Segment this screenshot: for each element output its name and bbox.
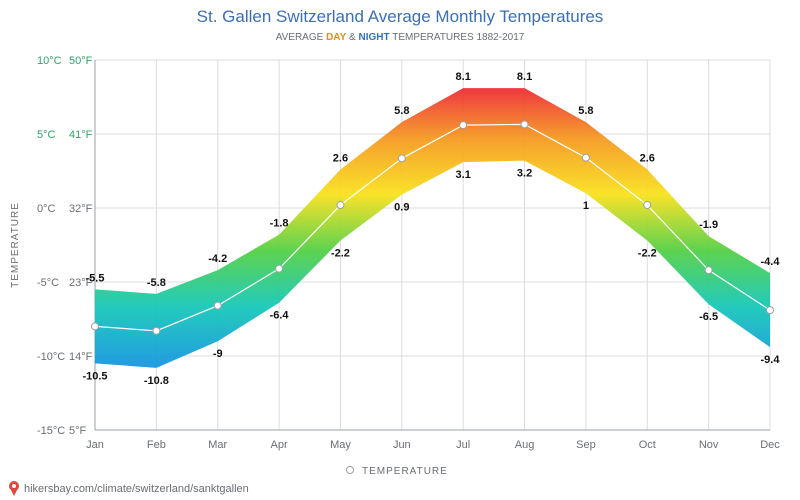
temperature-chart: St. Gallen Switzerland Average Monthly T… — [0, 0, 800, 500]
day-value: 8.1 — [456, 71, 471, 83]
ytick-c: 5°C — [37, 129, 56, 141]
ytick-c: -10°C — [37, 351, 65, 363]
day-value: -1.8 — [270, 218, 289, 230]
day-value: -5.5 — [86, 272, 105, 284]
night-value: -9.4 — [761, 354, 781, 366]
source-url: hikersbay.com/climate/switzerland/sanktg… — [24, 483, 249, 495]
mid-marker — [92, 323, 99, 330]
y-axis-label: TEMPERATURE — [10, 202, 21, 288]
mid-marker — [521, 121, 528, 128]
ytick-c: 10°C — [37, 55, 62, 67]
month-label: Dec — [760, 439, 780, 451]
mid-marker — [460, 122, 467, 129]
month-label: Jan — [86, 439, 104, 451]
night-value: -10.5 — [82, 370, 107, 382]
mid-marker — [767, 307, 774, 314]
month-label: Nov — [699, 439, 719, 451]
day-value: 2.6 — [333, 153, 348, 165]
ytick-f: 50°F — [69, 55, 93, 67]
chart-title: St. Gallen Switzerland Average Monthly T… — [197, 7, 604, 26]
mid-marker — [337, 202, 344, 209]
night-value: -9 — [213, 348, 223, 360]
mid-marker — [705, 267, 712, 274]
day-value: -4.4 — [761, 256, 781, 268]
pin-icon — [9, 481, 19, 496]
day-value: -5.8 — [147, 277, 166, 289]
day-value: 5.8 — [578, 105, 593, 117]
ytick-f: 41°F — [69, 129, 93, 141]
legend: TEMPERATURE — [347, 466, 448, 477]
month-label: May — [330, 439, 351, 451]
mid-marker — [153, 327, 160, 334]
day-value: 2.6 — [640, 153, 655, 165]
day-value: -1.9 — [699, 219, 718, 231]
ytick-c: 0°C — [37, 203, 56, 215]
ytick-f: 32°F — [69, 203, 93, 215]
month-label: Feb — [147, 439, 166, 451]
mid-marker — [214, 302, 221, 309]
night-value: 1 — [583, 200, 589, 212]
ytick-f: 14°F — [69, 351, 93, 363]
night-value: -10.8 — [144, 375, 169, 387]
month-label: Oct — [639, 439, 656, 451]
ytick-f: 5°F — [69, 425, 87, 437]
month-label: Aug — [515, 439, 535, 451]
mid-marker — [276, 265, 283, 272]
day-value: 5.8 — [394, 105, 409, 117]
night-value: -2.2 — [331, 248, 350, 260]
month-label: Jul — [456, 439, 470, 451]
month-label: Sep — [576, 439, 596, 451]
mid-marker — [582, 154, 589, 161]
ytick-c: -15°C — [37, 425, 65, 437]
legend-marker-icon — [347, 467, 354, 474]
night-value: -2.2 — [638, 248, 657, 260]
night-value: -6.4 — [270, 310, 290, 322]
night-value: 0.9 — [394, 202, 409, 214]
chart-subtitle: AVERAGE DAY & NIGHT TEMPERATURES 1882-20… — [276, 32, 525, 43]
legend-label: TEMPERATURE — [362, 466, 448, 477]
day-value: -4.2 — [208, 253, 227, 265]
month-label: Mar — [208, 439, 227, 451]
day-value: 8.1 — [517, 71, 532, 83]
night-value: 3.1 — [456, 169, 471, 181]
night-value: -6.5 — [699, 311, 718, 323]
night-value: 3.2 — [517, 168, 532, 180]
month-label: Jun — [393, 439, 411, 451]
mid-marker — [644, 202, 651, 209]
ytick-c: -5°C — [37, 277, 59, 289]
month-label: Apr — [271, 439, 288, 451]
mid-marker — [398, 155, 405, 162]
